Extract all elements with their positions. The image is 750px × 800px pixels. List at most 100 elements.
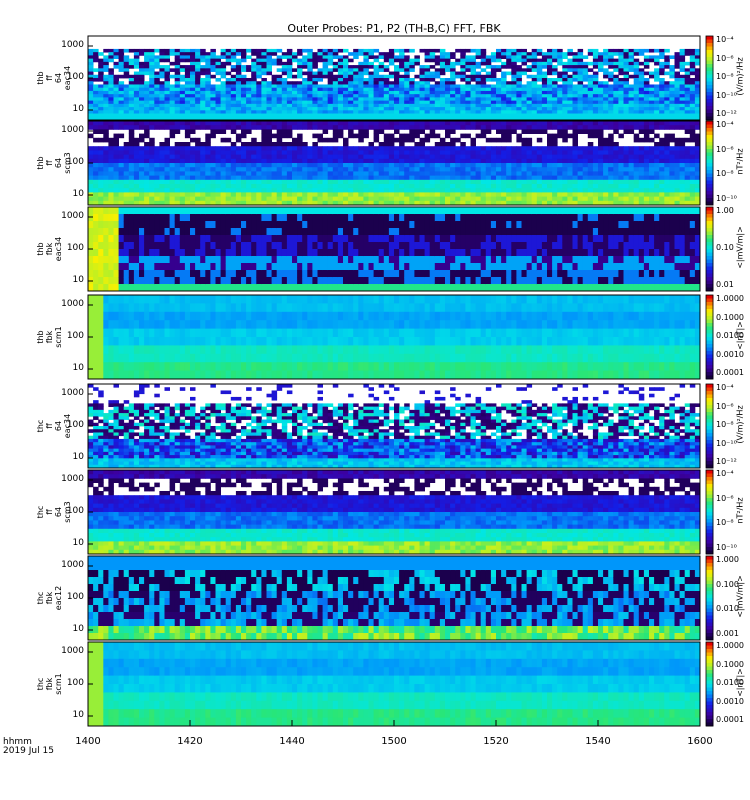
spectrogram-cell — [608, 55, 614, 60]
spectrogram-cell — [623, 121, 629, 126]
spectrogram-cell — [98, 214, 104, 222]
spectrogram-cell — [628, 48, 635, 53]
spectrogram-cell — [388, 146, 395, 151]
spectrogram-cell — [649, 113, 655, 118]
spectrogram-cell — [445, 196, 451, 202]
spectrogram-cell — [429, 129, 436, 134]
spectrogram-cell — [613, 179, 619, 185]
spectrogram-cell — [154, 221, 160, 229]
spectrogram-cell — [480, 61, 487, 66]
spectrogram-cell — [113, 196, 119, 202]
spectrogram-cell — [317, 188, 323, 193]
spectrogram-cell — [659, 125, 665, 130]
spectrogram-cell — [251, 184, 257, 189]
spectrogram-cell — [368, 184, 374, 189]
spectrogram-cell — [399, 103, 405, 108]
spectrogram-cell — [592, 71, 599, 76]
spectrogram-cell — [179, 150, 186, 155]
spectrogram-cell — [613, 58, 619, 63]
spectrogram-cell — [337, 125, 344, 130]
spectrogram-cell — [118, 52, 125, 56]
spectrogram-cell — [638, 179, 645, 185]
spectrogram-cell — [496, 65, 502, 69]
spectrogram-cell — [669, 74, 675, 79]
spectrogram-cell — [312, 188, 318, 193]
spectrogram-cell — [439, 179, 446, 185]
spectrogram-cell — [220, 107, 227, 111]
spectrogram-cell — [169, 74, 176, 79]
spectrogram-cell — [88, 175, 94, 181]
spectrogram-cell — [526, 146, 533, 151]
spectrogram-cell — [674, 167, 680, 172]
spectrogram-cell — [108, 171, 114, 176]
spectrogram-cell — [88, 97, 94, 102]
spectrogram-cell — [388, 184, 395, 189]
spectrogram-cell — [394, 100, 400, 105]
colorbar-segment — [706, 191, 714, 195]
spectrogram-cell — [220, 125, 227, 130]
spectrogram-cell — [302, 61, 308, 66]
spectrogram-cell — [307, 113, 313, 118]
spectrogram-cell — [373, 116, 380, 121]
spectrogram-cell — [557, 74, 563, 79]
spectrogram-cell — [88, 55, 94, 60]
spectrogram-cell — [383, 163, 390, 168]
spectrogram-cell — [618, 167, 624, 172]
spectrogram-cell — [557, 184, 563, 189]
spectrogram-cell — [383, 65, 390, 69]
spectrogram-cell — [592, 97, 599, 102]
spectrogram-cell — [414, 58, 420, 63]
spectrogram-cell — [332, 110, 339, 114]
spectrogram-cell — [439, 87, 446, 92]
spectrogram-cell — [184, 207, 191, 215]
spectrogram-cell — [623, 110, 629, 114]
spectrogram-cell — [261, 65, 267, 69]
spectrogram-cell — [210, 90, 216, 95]
spectrogram-cell — [572, 97, 578, 102]
spectrogram-cell — [470, 78, 476, 82]
spectrogram-cell — [88, 125, 94, 130]
spectrogram-cell — [200, 97, 206, 102]
spectrogram-cell — [154, 214, 160, 222]
spectrogram-cell — [694, 154, 701, 160]
spectrogram-cell — [118, 58, 125, 63]
spectrogram-cell — [439, 158, 446, 164]
spectrogram-cell — [297, 97, 303, 102]
spectrogram-cell — [358, 81, 364, 85]
spectrogram-cell — [190, 125, 196, 130]
spectrogram-cell — [480, 175, 487, 181]
spectrogram-cell — [98, 196, 104, 202]
spectrogram-cell — [643, 71, 650, 76]
spectrogram-cell — [470, 146, 476, 151]
spectrogram-cell — [562, 78, 568, 82]
spectrogram-cell — [628, 200, 635, 206]
spectrogram-cell — [531, 78, 538, 82]
spectrogram-cell — [312, 90, 318, 95]
spectrogram-cell — [113, 52, 119, 56]
spectrogram-cell — [144, 167, 150, 172]
spectrogram-cell — [118, 103, 125, 108]
spectrogram-cell — [261, 71, 267, 76]
spectrogram-cell — [154, 61, 160, 66]
spectrogram-cell — [414, 179, 420, 185]
spectrogram-cell — [684, 78, 691, 82]
spectrogram-cell — [246, 228, 252, 236]
spectrogram-cell — [363, 52, 369, 56]
spectrogram-cell — [465, 200, 471, 206]
spectrogram-cell — [368, 84, 374, 89]
spectrogram-cell — [358, 107, 364, 111]
spectrogram-cell — [526, 121, 533, 126]
spectrogram-cell — [159, 200, 165, 206]
spectrogram-cell — [485, 74, 492, 79]
spectrogram-cell — [149, 97, 155, 102]
spectrogram-cell — [363, 171, 369, 176]
spectrogram-cell — [139, 154, 145, 160]
spectrogram-cell — [210, 94, 216, 98]
spectrogram-cell — [388, 167, 395, 172]
spectrogram-cell — [414, 84, 420, 89]
spectrogram-cell — [480, 94, 487, 98]
spectrogram-cell — [118, 87, 125, 92]
spectrogram-cell — [256, 171, 262, 176]
spectrogram-cell — [154, 196, 160, 202]
